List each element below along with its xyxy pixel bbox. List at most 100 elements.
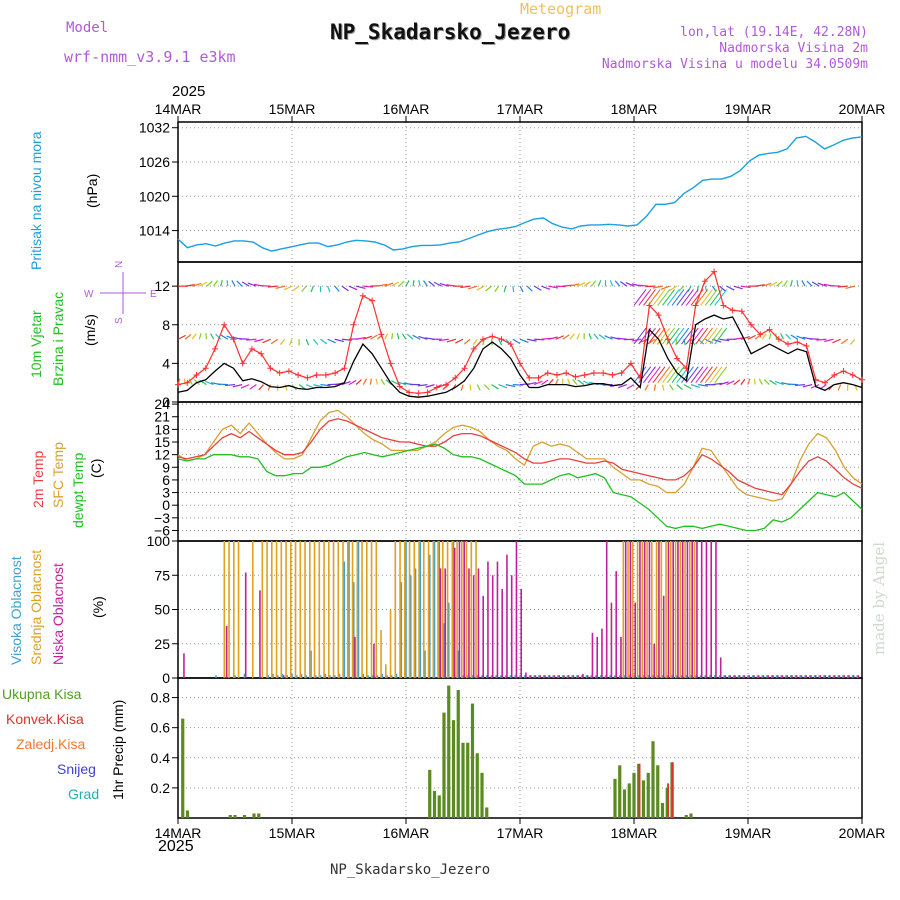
wind-barb [690, 384, 701, 389]
wind-barb [398, 280, 405, 287]
ytick-label: 21 [154, 409, 170, 425]
gust-line-point [664, 336, 671, 343]
wind-barb [348, 285, 358, 291]
gust-line-point [452, 374, 459, 381]
wind-barb [726, 285, 735, 291]
wind-barb [177, 334, 186, 340]
ytick-label: 100 [147, 533, 171, 549]
wind-barb [396, 333, 400, 340]
gust-line-point [175, 381, 181, 388]
wind-barb [769, 281, 778, 287]
wind-barb [369, 378, 372, 385]
date-label-top: 19MAR [725, 101, 772, 117]
year-top: 2025 [172, 83, 206, 100]
ytick-label: 3 [162, 485, 170, 501]
wind-barb [695, 289, 709, 306]
wind-barb [577, 379, 585, 386]
gust-line-point [572, 373, 579, 380]
wind-barb [498, 384, 508, 389]
gust-line-point [507, 341, 514, 348]
date-label-bottom: 18MAR [611, 825, 658, 841]
wind-barb [671, 289, 685, 306]
precip-bar [470, 703, 475, 818]
wind-barb [681, 289, 694, 306]
wind-barb [548, 378, 554, 386]
ytick-label: 0 [162, 497, 170, 513]
gust-line-point [757, 331, 764, 338]
gust-line-point [276, 370, 283, 377]
wind-barb [320, 384, 331, 387]
gust-line-point [258, 350, 265, 357]
wind-barb [785, 333, 792, 340]
ytick-label: 12 [154, 278, 170, 294]
wind-barb [733, 337, 744, 340]
wind-barb [249, 384, 257, 390]
wind-barb [334, 285, 340, 292]
wind-barb [690, 366, 704, 383]
ytick-label: 24 [154, 396, 170, 412]
wind-barb [719, 285, 726, 292]
gust-line-point [489, 333, 496, 340]
wind-barb [213, 280, 218, 287]
wind-barb [215, 333, 222, 340]
wind-barb [548, 285, 559, 289]
gust-line-point [285, 368, 292, 375]
precip-bar [613, 778, 617, 818]
date-label-bottom: 20MAR [839, 825, 886, 841]
precip-bar [660, 802, 665, 818]
wind-barb [572, 378, 578, 385]
wind-barb [226, 280, 229, 287]
ytick-label: 0 [162, 394, 170, 410]
precip-bar [656, 765, 660, 818]
wind-barb [310, 285, 314, 293]
ytick-label: −3 [154, 510, 170, 526]
wind-barb [700, 327, 713, 345]
gust-line-point [849, 371, 856, 378]
wind-barb [485, 285, 492, 292]
wind-barb [205, 333, 208, 340]
wind-barb [647, 327, 661, 345]
wind-barb [334, 338, 345, 343]
gust-line-point [831, 371, 838, 378]
wind-barb [840, 338, 849, 345]
wind-barb [220, 334, 229, 340]
precip-bar [651, 741, 655, 818]
wind-barb [714, 327, 728, 345]
gust-line-point [239, 360, 246, 367]
wind-barb [406, 333, 414, 340]
gust-line-point [840, 368, 847, 375]
wind-barb [643, 366, 656, 383]
wind-barb [787, 383, 798, 386]
wind-barb [527, 338, 537, 342]
wind-barb [356, 336, 366, 340]
ytick-label: 1026 [139, 154, 170, 170]
wind-barb [620, 281, 628, 287]
ytick-label: 12 [154, 447, 170, 463]
date-label-bottom: 14MAR [155, 825, 202, 841]
legend-konvek: Konvek.Kisa [6, 711, 84, 727]
wind-barb [657, 366, 671, 383]
elevation-label: Nadmorska Visina 2m [719, 41, 868, 56]
page-title: NP_Skadarsko_Jezero [330, 20, 571, 44]
wind-barb [438, 338, 449, 342]
wind-barb [796, 335, 806, 340]
pressure-line [177, 135, 863, 252]
wind-barb [341, 381, 351, 386]
ytick-label: 0.6 [151, 720, 171, 736]
wind-barb [210, 333, 215, 340]
wind-barb [790, 334, 799, 340]
gust-line-point [406, 389, 413, 396]
wind-barb [769, 379, 777, 386]
wind-barb [774, 380, 784, 386]
wind-barb [849, 338, 856, 345]
wind-barb [498, 338, 503, 346]
wind-barb [312, 338, 319, 345]
wind-barb [241, 281, 250, 287]
wind-barb [647, 289, 661, 306]
wind-barb [362, 378, 368, 385]
wind-barb [604, 335, 613, 340]
wind-barb [494, 285, 500, 293]
wind-barb [231, 280, 236, 287]
gust-line-point [609, 371, 616, 378]
gust-line-point [480, 336, 487, 343]
